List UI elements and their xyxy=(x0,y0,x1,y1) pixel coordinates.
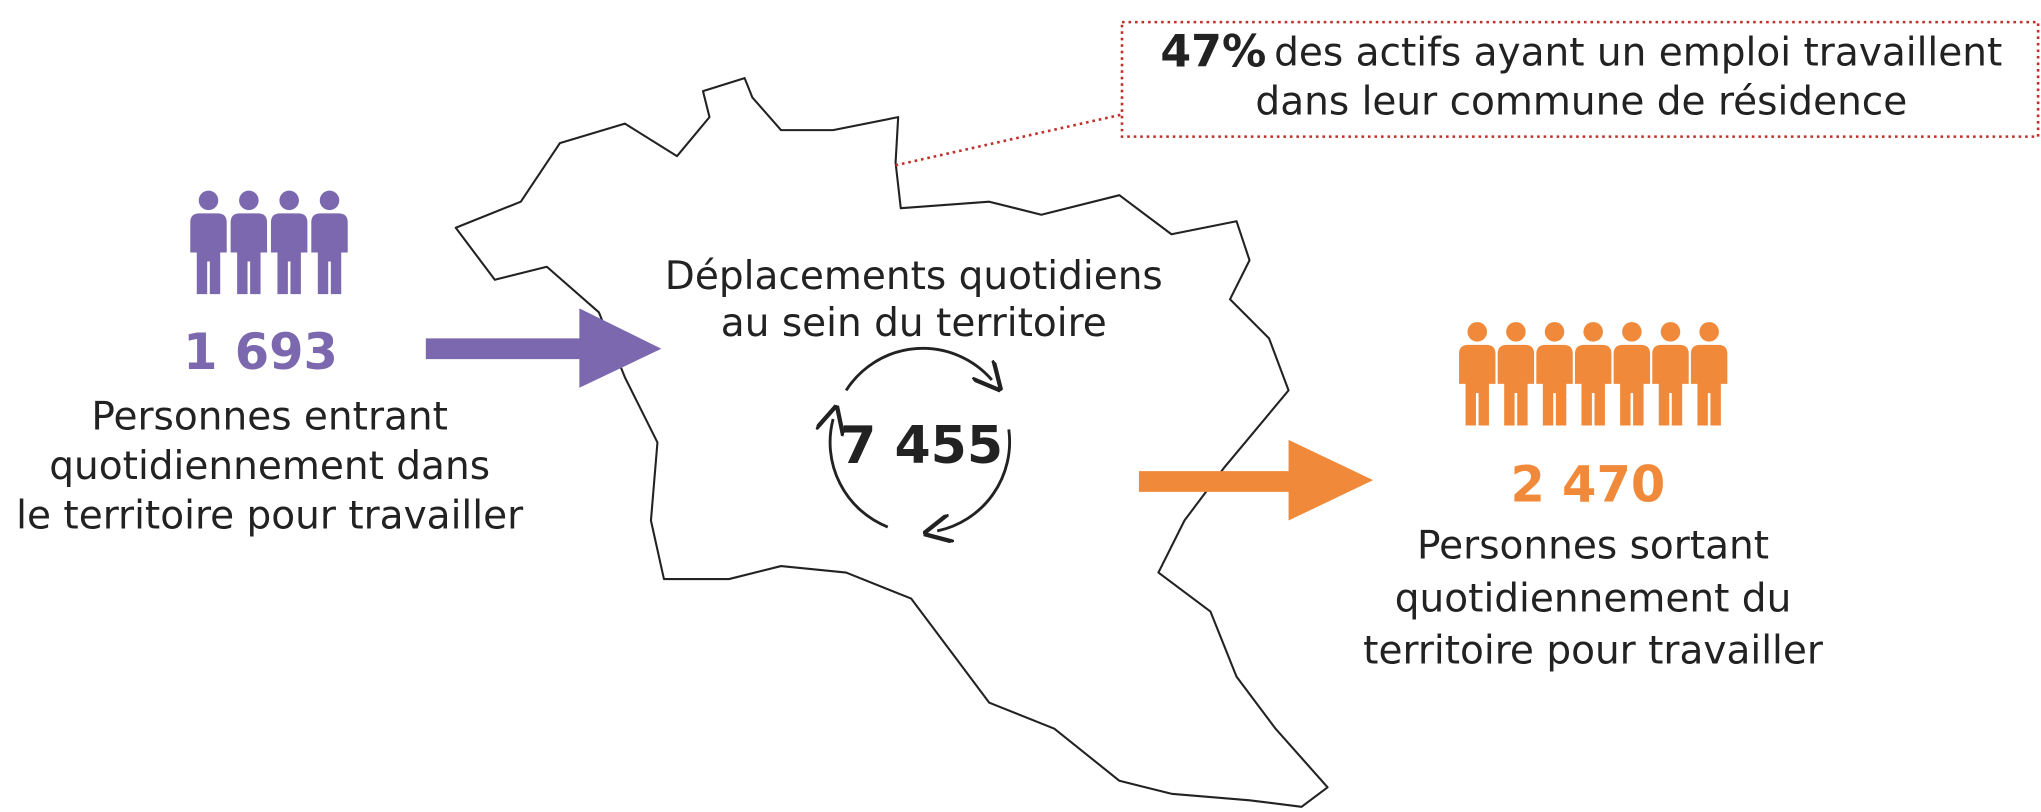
incoming-line: le territoire pour travailler xyxy=(16,493,524,538)
cycle-arrow xyxy=(937,429,1012,531)
person-icon xyxy=(1652,344,1689,426)
person-icon xyxy=(1467,322,1488,342)
person-icon xyxy=(1544,322,1565,342)
outgoing-line: Personnes sortant xyxy=(1417,523,1769,568)
person-icon xyxy=(279,190,299,211)
callout-text: 47% des actifs ayant un emploi travaillen… xyxy=(1160,27,2002,78)
outgoing-line: territoire pour travailler xyxy=(1363,629,1824,674)
callout-line: dans leur commune de résidence xyxy=(1255,80,1907,125)
person-icon xyxy=(1622,322,1642,342)
person-icon xyxy=(1690,344,1728,426)
outgoing-value: 2 470 xyxy=(1510,455,1665,513)
person-icon xyxy=(1583,322,1603,342)
person-icon xyxy=(311,213,348,295)
person-icon xyxy=(1574,344,1612,426)
internal-line: Déplacements quotidiens xyxy=(665,254,1163,299)
incoming-value: 1 693 xyxy=(183,323,338,381)
person-icon xyxy=(1536,344,1573,426)
incoming-arrow xyxy=(425,308,662,388)
internal-value: 7 455 xyxy=(840,416,1003,476)
person-icon xyxy=(198,190,219,211)
callout-box xyxy=(1120,20,2040,138)
outgoing-line: quotidiennement du xyxy=(1395,577,1792,622)
person-icon xyxy=(190,213,227,295)
person-icon xyxy=(1506,322,1526,342)
callout-leader xyxy=(895,113,1123,167)
person-icon xyxy=(1699,322,1719,342)
internal-line: au sein du territoire xyxy=(721,301,1107,346)
person-icon xyxy=(1459,344,1496,426)
person-icon xyxy=(319,190,340,211)
person-icon xyxy=(1613,344,1651,426)
people-icons xyxy=(190,190,348,295)
outgoing-arrow xyxy=(1138,439,1374,521)
incoming-line: Personnes entrant xyxy=(91,395,448,440)
person-icon xyxy=(270,213,308,295)
people-icons xyxy=(1459,322,1728,426)
callout-line: des actifs ayant un emploi travaillent xyxy=(1274,30,2002,75)
incoming-line: quotidiennement dans xyxy=(49,444,490,489)
person-icon xyxy=(1497,344,1535,426)
callout-value: 47% xyxy=(1160,27,1266,78)
cycle-arrow xyxy=(844,346,992,390)
person-icon xyxy=(230,213,268,295)
territory-map xyxy=(454,77,1329,808)
person-icon xyxy=(239,190,259,211)
person-icon xyxy=(1660,322,1681,342)
cycle-arrow xyxy=(830,419,889,529)
